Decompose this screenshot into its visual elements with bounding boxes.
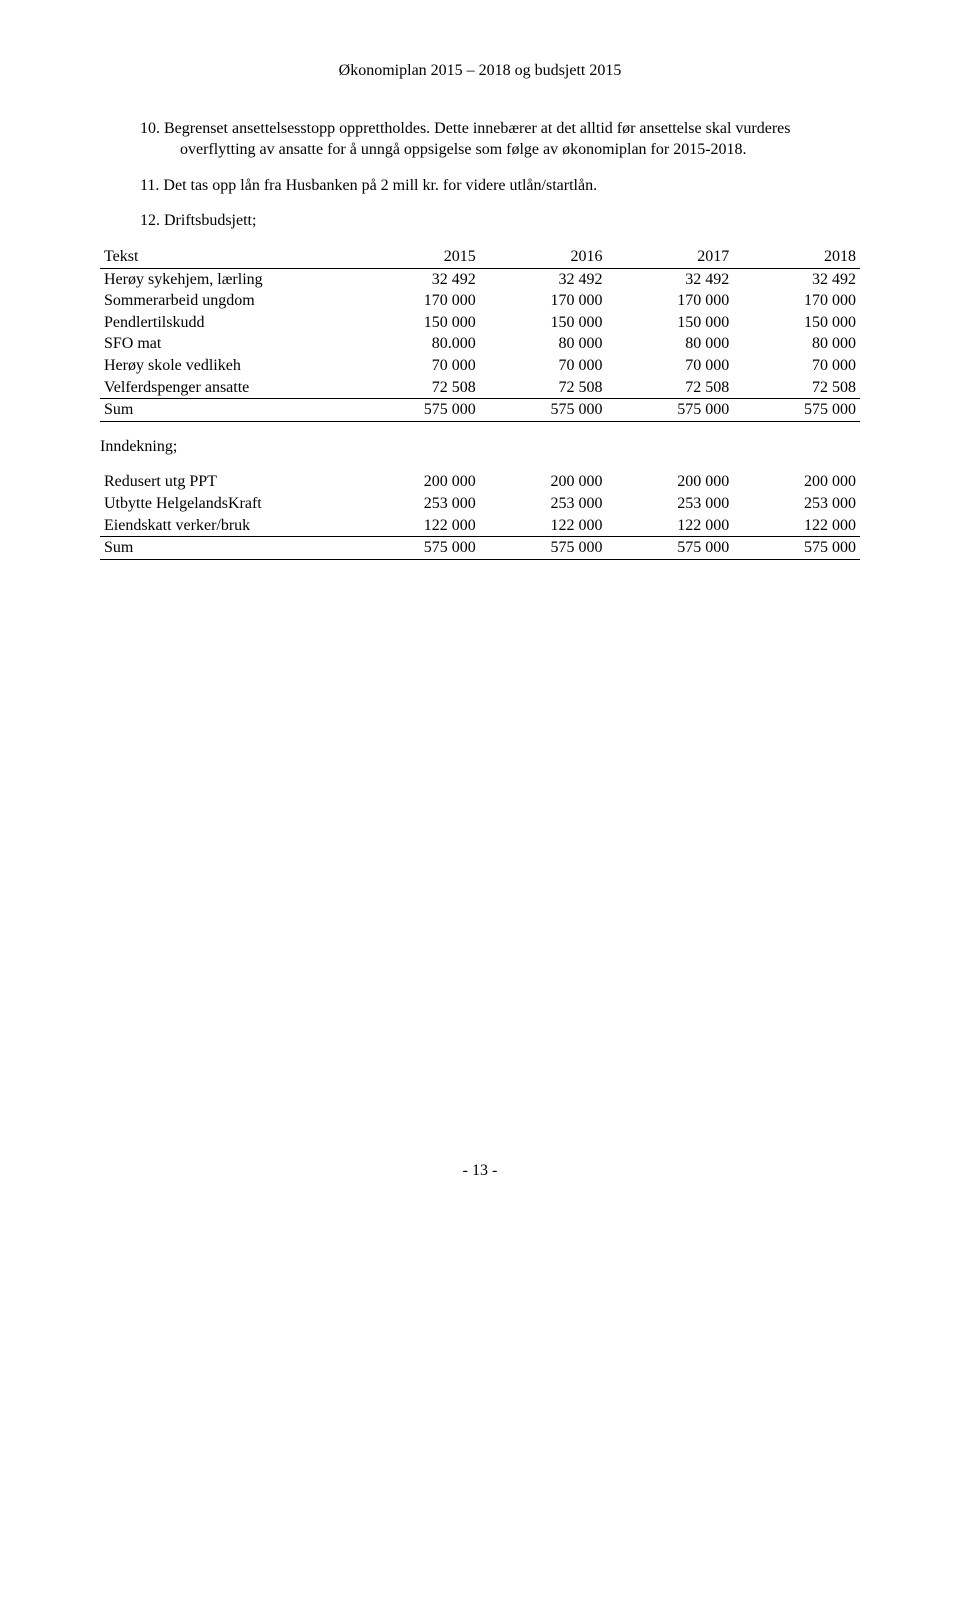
cell-label: Utbytte HelgelandsKraft <box>100 493 353 515</box>
table-row: SFO mat 80.000 80 000 80 000 80 000 <box>100 333 860 355</box>
cell-label: Sommerarbeid ungdom <box>100 290 353 312</box>
cell-sum-value: 575 000 <box>733 399 860 422</box>
cell-value: 70 000 <box>733 355 860 377</box>
cell-value: 72 508 <box>480 377 607 399</box>
cell-value: 80 000 <box>733 333 860 355</box>
cell-value: 32 492 <box>733 268 860 290</box>
cell-label: Pendlertilskudd <box>100 312 353 334</box>
cell-value: 170 000 <box>733 290 860 312</box>
drifts-table: Tekst 2015 2016 2017 2018 Herøy sykehjem… <box>100 246 860 422</box>
cell-value: 72 508 <box>607 377 734 399</box>
cell-value: 150 000 <box>480 312 607 334</box>
page: Økonomiplan 2015 – 2018 og budsjett 2015… <box>0 0 960 1221</box>
cell-value: 253 000 <box>733 493 860 515</box>
cell-value: 150 000 <box>353 312 480 334</box>
page-header: Økonomiplan 2015 – 2018 og budsjett 2015 <box>100 60 860 82</box>
th-2017: 2017 <box>607 246 734 268</box>
cell-value: 70 000 <box>353 355 480 377</box>
inndekning-title: Inndekning; <box>100 436 860 458</box>
table-row: Sommerarbeid ungdom 170 000 170 000 170 … <box>100 290 860 312</box>
cell-value: 122 000 <box>480 515 607 537</box>
cell-value: 200 000 <box>353 471 480 493</box>
table-row: Pendlertilskudd 150 000 150 000 150 000 … <box>100 312 860 334</box>
cell-value: 150 000 <box>607 312 734 334</box>
cell-value: 70 000 <box>607 355 734 377</box>
cell-value: 170 000 <box>353 290 480 312</box>
table-row: Eiendskatt verker/bruk 122 000 122 000 1… <box>100 515 860 537</box>
cell-label: Velferdspenger ansatte <box>100 377 353 399</box>
cell-sum-value: 575 000 <box>353 537 480 560</box>
cell-sum-label: Sum <box>100 537 353 560</box>
cell-value: 32 492 <box>607 268 734 290</box>
cell-value: 122 000 <box>353 515 480 537</box>
cell-value: 80 000 <box>607 333 734 355</box>
cell-label: Redusert utg PPT <box>100 471 353 493</box>
cell-value: 200 000 <box>607 471 734 493</box>
cell-sum-label: Sum <box>100 399 353 422</box>
cell-label: Herøy skole vedlikeh <box>100 355 353 377</box>
table-row: Herøy skole vedlikeh 70 000 70 000 70 00… <box>100 355 860 377</box>
cell-value: 80.000 <box>353 333 480 355</box>
table-row: Utbytte HelgelandsKraft 253 000 253 000 … <box>100 493 860 515</box>
cell-value: 253 000 <box>607 493 734 515</box>
cell-value: 80 000 <box>480 333 607 355</box>
list-item-10: 10. Begrenset ansettelsesstopp opprettho… <box>140 118 860 161</box>
cell-sum-value: 575 000 <box>353 399 480 422</box>
cell-label: SFO mat <box>100 333 353 355</box>
table-row: Velferdspenger ansatte 72 508 72 508 72 … <box>100 377 860 399</box>
cell-value: 70 000 <box>480 355 607 377</box>
cell-value: 122 000 <box>733 515 860 537</box>
cell-sum-value: 575 000 <box>480 399 607 422</box>
cell-value: 150 000 <box>733 312 860 334</box>
cell-sum-value: 575 000 <box>607 537 734 560</box>
cell-value: 200 000 <box>733 471 860 493</box>
page-number: - 13 - <box>100 1160 860 1182</box>
th-2015: 2015 <box>353 246 480 268</box>
cell-sum-value: 575 000 <box>480 537 607 560</box>
table-sum-row: Sum 575 000 575 000 575 000 575 000 <box>100 537 860 560</box>
cell-value: 32 492 <box>480 268 607 290</box>
cell-sum-value: 575 000 <box>607 399 734 422</box>
th-tekst: Tekst <box>100 246 353 268</box>
cell-label: Eiendskatt verker/bruk <box>100 515 353 537</box>
th-2018: 2018 <box>733 246 860 268</box>
table-row: Redusert utg PPT 200 000 200 000 200 000… <box>100 471 860 493</box>
cell-value: 200 000 <box>480 471 607 493</box>
cell-value: 253 000 <box>480 493 607 515</box>
cell-value: 170 000 <box>607 290 734 312</box>
numbered-list: 10. Begrenset ansettelsesstopp opprettho… <box>100 118 860 232</box>
list-item-11: 11. Det tas opp lån fra Husbanken på 2 m… <box>140 175 860 197</box>
list-item-12: 12. Driftsbudsjett; <box>140 210 860 232</box>
cell-value: 170 000 <box>480 290 607 312</box>
cell-sum-value: 575 000 <box>733 537 860 560</box>
table-row: Herøy sykehjem, lærling 32 492 32 492 32… <box>100 268 860 290</box>
cell-label: Herøy sykehjem, lærling <box>100 268 353 290</box>
table-header-row: Tekst 2015 2016 2017 2018 <box>100 246 860 268</box>
cell-value: 72 508 <box>733 377 860 399</box>
cell-value: 72 508 <box>353 377 480 399</box>
th-2016: 2016 <box>480 246 607 268</box>
cell-value: 32 492 <box>353 268 480 290</box>
cell-value: 253 000 <box>353 493 480 515</box>
cell-value: 122 000 <box>607 515 734 537</box>
table-sum-row: Sum 575 000 575 000 575 000 575 000 <box>100 399 860 422</box>
inndekning-table: Redusert utg PPT 200 000 200 000 200 000… <box>100 471 860 559</box>
